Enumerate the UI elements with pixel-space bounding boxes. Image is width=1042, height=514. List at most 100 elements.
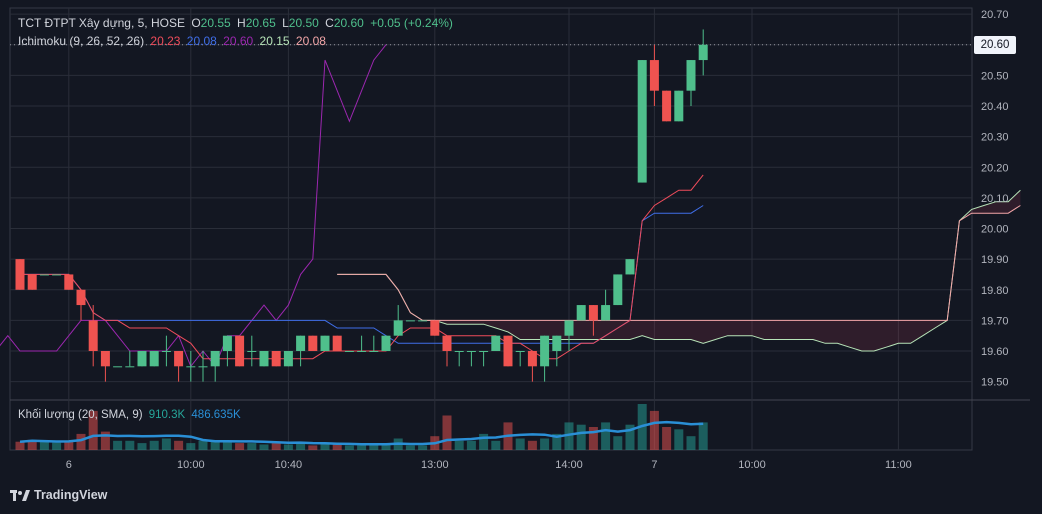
tradingview-brand[interactable]: TradingView bbox=[10, 488, 107, 502]
candle bbox=[332, 335, 342, 351]
price-tick-label: 20.70 bbox=[981, 9, 1009, 21]
candle bbox=[564, 320, 574, 351]
candle-body bbox=[88, 320, 98, 351]
candle-body bbox=[625, 259, 635, 275]
grid-lines bbox=[9, 7, 1030, 451]
volume-bar bbox=[296, 441, 306, 450]
candle bbox=[418, 320, 428, 322]
candle-body bbox=[674, 90, 684, 122]
candle bbox=[247, 335, 257, 367]
time-tick-label: 10:00 bbox=[738, 459, 766, 471]
candle-body bbox=[491, 335, 501, 351]
volume-bar bbox=[320, 443, 330, 450]
volume-bar bbox=[76, 433, 86, 450]
time-tick-label: 14:00 bbox=[555, 459, 583, 471]
volume-bar bbox=[454, 440, 464, 450]
volume-bar bbox=[198, 440, 208, 450]
candle-body bbox=[39, 274, 49, 276]
volume-bar bbox=[39, 441, 49, 450]
symbol-name[interactable]: TCT ĐTPT Xây dựng, 5, HOSE bbox=[18, 16, 185, 30]
candle bbox=[442, 335, 452, 367]
close-value: 20.60 bbox=[333, 16, 364, 30]
candle bbox=[527, 351, 537, 382]
ichimoku-label: Ichimoku (9, 26, 52, 26) bbox=[18, 34, 145, 48]
candle-body bbox=[405, 320, 415, 322]
candle-body bbox=[113, 366, 123, 368]
chikou-span-line bbox=[0, 44, 387, 368]
candle bbox=[479, 351, 489, 367]
candle-body bbox=[198, 366, 208, 368]
candle bbox=[466, 351, 476, 367]
high-label: H bbox=[237, 16, 246, 30]
volume-bar bbox=[64, 440, 74, 450]
candle-body bbox=[52, 274, 62, 276]
time-axis[interactable]: 6 10:00 10:40 13:00 14:00 7 10:00 11:00 bbox=[66, 459, 912, 471]
kijun-value: 20.08 bbox=[186, 34, 217, 48]
candle bbox=[576, 305, 586, 321]
candle bbox=[613, 274, 623, 306]
candle bbox=[27, 274, 37, 290]
volume-label: Khối lượng (20, SMA, 9) bbox=[18, 409, 143, 421]
candle bbox=[588, 305, 598, 336]
volume-bar bbox=[344, 445, 354, 450]
candle bbox=[100, 351, 110, 382]
volume-bar bbox=[466, 440, 476, 450]
volume-bar bbox=[52, 442, 62, 450]
candle bbox=[381, 335, 391, 351]
candle-body bbox=[515, 351, 525, 352]
close-label: C bbox=[325, 16, 334, 30]
price-tick-label: 19.50 bbox=[981, 377, 1009, 389]
candle bbox=[39, 274, 49, 276]
candle bbox=[52, 274, 62, 276]
candle bbox=[271, 351, 281, 367]
candle bbox=[88, 305, 98, 367]
volume-bar bbox=[100, 431, 110, 450]
candle bbox=[198, 351, 208, 382]
brand-name: TradingView bbox=[34, 488, 108, 502]
chikou-value: 20.60 bbox=[223, 34, 254, 48]
candle-body bbox=[686, 60, 696, 91]
volume-bar bbox=[576, 424, 586, 450]
candle-body bbox=[125, 366, 135, 368]
candle bbox=[344, 351, 354, 352]
candle-body bbox=[296, 335, 306, 351]
candle bbox=[137, 351, 147, 367]
candle bbox=[601, 289, 611, 321]
candle-body bbox=[662, 90, 672, 122]
price-tick-label: 20.50 bbox=[981, 70, 1009, 82]
candle-body bbox=[271, 351, 281, 367]
candle-body bbox=[393, 320, 403, 336]
candle bbox=[76, 289, 86, 321]
candle-body bbox=[552, 335, 562, 351]
ichimoku-cloud bbox=[337, 190, 1021, 351]
candles bbox=[15, 29, 708, 382]
volume-bar bbox=[125, 440, 135, 450]
candle bbox=[540, 335, 550, 382]
candle bbox=[515, 351, 525, 367]
low-value: 20.50 bbox=[288, 16, 319, 30]
candle bbox=[369, 335, 379, 352]
volume-bar bbox=[137, 443, 147, 450]
candle-body bbox=[527, 351, 537, 367]
candle bbox=[283, 351, 293, 367]
candle bbox=[149, 351, 159, 367]
candle bbox=[393, 305, 403, 336]
candle bbox=[308, 335, 318, 351]
volume-legend[interactable]: Khối lượng (20, SMA, 9) 910.3K 486.635K bbox=[18, 409, 244, 421]
candle bbox=[357, 335, 367, 352]
ichimoku-legend[interactable]: Ichimoku (9, 26, 52, 26) 20.23 20.08 20.… bbox=[18, 34, 329, 48]
price-axis[interactable]: 20.7020.6020.5020.4020.3020.2020.1020.00… bbox=[981, 9, 1009, 389]
candle-body bbox=[149, 351, 159, 367]
candle-body bbox=[540, 335, 550, 367]
volume-bar bbox=[247, 443, 257, 450]
candle-body bbox=[369, 351, 379, 352]
open-value: 20.55 bbox=[200, 16, 231, 30]
tradingview-logo-icon bbox=[10, 489, 30, 501]
tenkan-value: 20.23 bbox=[150, 34, 181, 48]
open-label: O bbox=[191, 16, 201, 30]
candle bbox=[64, 274, 74, 290]
candle-body bbox=[283, 351, 293, 367]
price-tick-label: 19.60 bbox=[981, 346, 1009, 358]
time-tick-label: 10:00 bbox=[177, 459, 205, 471]
